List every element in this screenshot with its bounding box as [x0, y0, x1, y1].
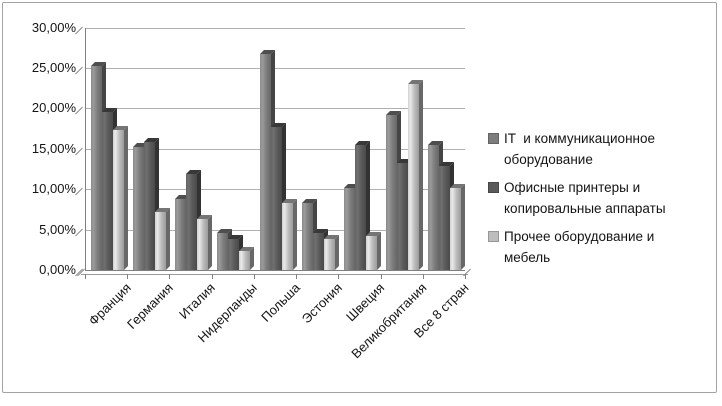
legend-item: Офисные принтеры и копировальные аппарат…: [488, 177, 713, 219]
bar-Нидерланды-s1: [228, 235, 244, 270]
x-axis-tick-icon: [380, 274, 382, 279]
bar-Эстония-s1: [312, 228, 328, 270]
bar-side-face: [292, 198, 297, 270]
bar-Нидерланды-s2: [239, 247, 255, 270]
legend-label: IT и коммуникационное оборудование: [504, 131, 659, 167]
x-axis-tick-icon: [465, 274, 466, 279]
bar-side-face: [419, 80, 424, 270]
y-axis-tick-label: 20,00%: [31, 100, 76, 116]
x-axis-tick-icon: [253, 274, 255, 279]
bar-Эстония-s2: [323, 235, 339, 270]
bar-side-face: [208, 215, 213, 270]
bar-Все 8 стран-s2: [450, 184, 466, 270]
legend-item: Прочее оборудование и мебель: [488, 226, 713, 268]
gridline: [85, 68, 465, 70]
bar-Швеция-s1: [354, 140, 370, 270]
legend-swatch-icon: [488, 231, 499, 242]
bar-Польша-s2: [281, 198, 297, 270]
legend-swatch-icon: [488, 182, 499, 193]
y-axis-tick-label: 10,00%: [31, 181, 76, 197]
bar-Италия-s0: [175, 194, 191, 270]
bar-Германия-s1: [143, 138, 159, 270]
bar-Франция-s2: [112, 126, 128, 270]
bar-Италия-s1: [186, 169, 202, 270]
x-axis-tick-icon: [85, 274, 86, 279]
bar-side-face: [376, 232, 381, 270]
bar-Польша-s0: [259, 50, 275, 270]
bar-Швеция-s0: [343, 183, 359, 270]
bar-Великобритания-s1: [397, 159, 413, 270]
bar-Италия-s2: [197, 215, 213, 270]
y-axis-tick-label: 25,00%: [31, 60, 76, 76]
bar-Великобритания-s2: [408, 80, 424, 270]
legend: IT и коммуникационное оборудование Офисн…: [488, 128, 713, 268]
x-axis-tick-icon: [296, 274, 298, 279]
bar-Польша-s1: [270, 123, 286, 270]
bar-Эстония-s0: [301, 198, 317, 270]
bar-Франция-s1: [101, 107, 117, 270]
bar-Швеция-s2: [365, 232, 381, 270]
bar-Нидерланды-s0: [217, 228, 233, 270]
bar-Франция-s0: [90, 62, 106, 270]
gridline: [85, 108, 465, 110]
legend-label: Прочее оборудование и мебель: [504, 229, 659, 265]
y-axis-line: [85, 27, 86, 270]
legend-item: IT и коммуникационное оборудование: [488, 128, 713, 170]
x-axis-tick-icon: [211, 274, 213, 279]
bar-Все 8 стран-s1: [439, 161, 455, 270]
bar-Германия-s0: [132, 143, 148, 270]
bar-Великобритания-s0: [386, 110, 402, 270]
x-axis-tick-icon: [338, 274, 340, 279]
bar-side-face: [123, 126, 128, 270]
legend-label: Офисные принтеры и копировальные аппарат…: [504, 180, 666, 216]
legend-swatch-icon: [488, 133, 499, 144]
x-axis-tick-icon: [169, 274, 171, 279]
bar-Германия-s2: [154, 207, 170, 270]
floor-front-line: [81, 274, 468, 275]
y-axis-tick-label: 15,00%: [31, 140, 76, 156]
x-axis-tick-icon: [127, 274, 129, 279]
x-axis-line: [85, 270, 465, 271]
y-axis-tick-label: 5,00%: [39, 221, 76, 237]
y-axis-tick-label: 30,00%: [31, 19, 76, 35]
bar-side-face: [165, 207, 170, 270]
bar-side-face: [334, 235, 339, 270]
y-axis-tick-label: 0,00%: [39, 262, 76, 277]
x-axis-tick-icon: [422, 274, 424, 279]
bar-side-face: [461, 184, 466, 270]
bar-Все 8 стран-s0: [428, 140, 444, 270]
chart-frame: [2, 2, 717, 393]
gridline: [85, 27, 465, 29]
